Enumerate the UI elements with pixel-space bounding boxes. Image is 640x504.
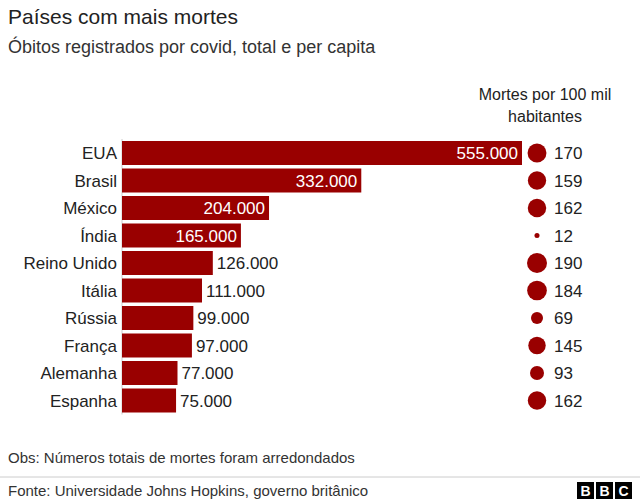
per-capita-label: 159 (554, 172, 582, 191)
category-label: Espanha (50, 392, 118, 411)
subtitle: Óbitos registrados por covid, total e pe… (8, 36, 376, 57)
data-label: 99.000 (197, 309, 249, 328)
source: Fonte: Universidade Johns Hopkins, gover… (8, 482, 368, 499)
logo-box (596, 482, 613, 499)
category-label: Brasil (74, 172, 117, 191)
data-label: 555.000 (457, 144, 518, 163)
per-capita-dot (528, 144, 547, 163)
footer-rule (0, 477, 640, 478)
per-capita-label: 69 (554, 309, 573, 328)
bar (122, 306, 193, 330)
logo: BBC (577, 482, 632, 499)
title: Países com mais mortes (8, 5, 238, 28)
per-capita-label: 162 (554, 199, 582, 218)
data-label: 204.000 (204, 199, 265, 218)
logo-letter: C (618, 483, 628, 499)
per-capita-dot (531, 312, 543, 324)
data-label: 126.000 (217, 254, 278, 273)
note: Obs: Números totais de mortes foram arre… (8, 449, 355, 466)
category-label: EUA (82, 144, 118, 163)
per-capita-dot (527, 253, 547, 273)
logo-letter: B (580, 483, 590, 499)
bar (122, 279, 202, 303)
category-label: França (64, 337, 117, 356)
bar (122, 334, 192, 358)
per-capita-dot (528, 199, 546, 217)
per-capita-header: Mortes por 100 mil habitantes (460, 84, 630, 128)
logo-box (577, 482, 594, 499)
per-capita-label: 184 (554, 282, 582, 301)
chart: Países com mais mortes Óbitos registrados… (0, 0, 640, 504)
per-capita-label: 145 (554, 337, 582, 356)
category-label: Reino Unido (23, 254, 117, 273)
per-capita-dot (534, 233, 539, 238)
per-capita-dot (528, 337, 545, 354)
data-label: 75.000 (180, 392, 232, 411)
per-capita-header-box: Mortes por 100 mil habitantes (448, 84, 638, 136)
bar (122, 141, 522, 165)
category-label: Itália (81, 282, 117, 301)
category-label: Índia (80, 227, 117, 246)
category-label: Alemanha (40, 364, 117, 383)
per-capita-label: 93 (554, 364, 573, 383)
data-label: 332.000 (296, 172, 357, 191)
per-capita-label: 170 (554, 144, 582, 163)
bar (122, 361, 177, 385)
data-label: 165.000 (175, 227, 236, 246)
per-capita-label: 190 (554, 254, 582, 273)
bar (122, 224, 241, 248)
bar (122, 196, 269, 220)
bar (122, 389, 176, 413)
per-capita-dot (527, 281, 547, 301)
bars (122, 141, 522, 413)
per-capita-label: 12 (554, 227, 573, 246)
category-label: México (63, 199, 117, 218)
data-label: 97.000 (196, 337, 248, 356)
per-capita-dot (528, 391, 546, 409)
logo-box (615, 482, 632, 499)
per-capita-label: 162 (554, 392, 582, 411)
logo-letter: B (599, 483, 609, 499)
data-label: 77.000 (181, 364, 233, 383)
labels: EUA 555.000 170 Brasil 332.000 159 México 204.0… (23, 144, 582, 411)
per-capita-dot (528, 171, 546, 189)
per-capita-dot (530, 366, 544, 380)
category-label: Rússia (65, 309, 118, 328)
bar (122, 251, 213, 275)
data-label: 111.000 (206, 282, 265, 301)
bar (122, 169, 361, 193)
